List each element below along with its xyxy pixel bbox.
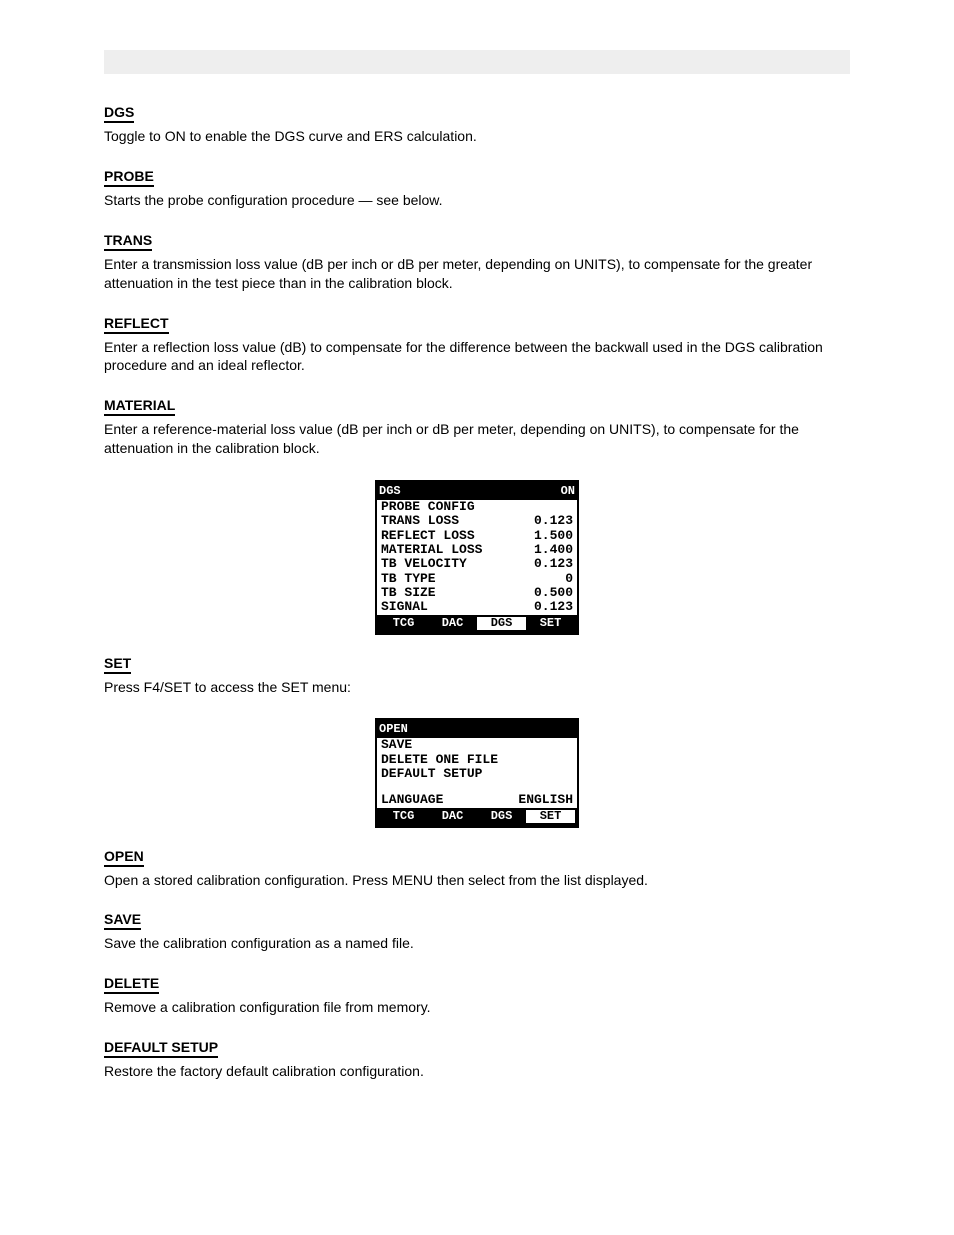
text-set: Press F4/SET to access the SET menu: (104, 678, 850, 697)
lcd1-row-value: 0.500 (534, 586, 573, 600)
section-delete: DELETE Remove a calibration configuratio… (104, 975, 850, 1017)
page: DGS Toggle to ON to enable the DGS curve… (0, 0, 954, 1163)
section-trans: TRANS Enter a transmission loss value (d… (104, 232, 850, 293)
lcd1-row-label: TB VELOCITY (381, 557, 467, 571)
lcd1-row-label: TB TYPE (381, 572, 436, 586)
lcd1-row-label: TRANS LOSS (381, 514, 459, 528)
lcd1-row-value: 0 (565, 572, 573, 586)
heading-material: MATERIAL (104, 397, 175, 416)
heading-set: SET (104, 655, 131, 674)
lcd2-language-label: LANGUAGE (381, 793, 443, 807)
lcd1-title-left: DGS (379, 485, 401, 498)
lcd2-row: SAVE (377, 738, 577, 752)
lcd2-tabbar: TCGDACDGSSET (377, 808, 577, 826)
lcd-panel-dgs: DGS ON PROBE CONFIGTRANS LOSS0.123REFLEC… (375, 480, 579, 634)
lcd2-language-value: ENGLISH (518, 793, 573, 807)
lcd2-language-row: LANGUAGE ENGLISH (377, 793, 577, 807)
lcd1-row: MATERIAL LOSS 1.400 (377, 543, 577, 557)
lcd2-row: DEFAULT SETUP (377, 767, 577, 781)
lcd1-row: TB VELOCITY 0.123 (377, 557, 577, 571)
text-open: Open a stored calibration configuration.… (104, 871, 850, 890)
text-delete: Remove a calibration configuration file … (104, 998, 850, 1017)
heading-delete: DELETE (104, 975, 159, 994)
lcd1-row-label: TB SIZE (381, 586, 436, 600)
heading-dgs: DGS (104, 104, 134, 123)
lcd1-row: TRANS LOSS 0.123 (377, 514, 577, 528)
lcd1-tab[interactable]: SET (526, 617, 575, 630)
lcd2-tab[interactable]: DGS (477, 810, 526, 823)
lcd1-row-value: 1.500 (534, 529, 573, 543)
section-set: SET Press F4/SET to access the SET menu: (104, 655, 850, 697)
heading-open: OPEN (104, 848, 144, 867)
lcd1-row-value: 0.123 (534, 600, 573, 614)
section-save: SAVE Save the calibration configuration … (104, 911, 850, 953)
section-material: MATERIAL Enter a reference-material loss… (104, 397, 850, 458)
lcd1-row-label: SIGNAL (381, 600, 428, 614)
lcd1-row-label: REFLECT LOSS (381, 529, 475, 543)
lcd1-title-right: ON (561, 485, 575, 498)
lcd1-tabbar: TCGDACDGSSET (377, 615, 577, 633)
lcd1-row-value: 0.123 (534, 557, 573, 571)
heading-trans: TRANS (104, 232, 152, 251)
text-reflect: Enter a reflection loss value (dB) to co… (104, 338, 850, 376)
lcd1-row-value: 0.123 (534, 514, 573, 528)
header-bar (104, 50, 850, 74)
lcd1-row-label: MATERIAL LOSS (381, 543, 482, 557)
section-dgs: DGS Toggle to ON to enable the DGS curve… (104, 104, 850, 146)
heading-reflect: REFLECT (104, 315, 169, 334)
lcd1-row-value: 1.400 (534, 543, 573, 557)
text-probe: Starts the probe configuration procedure… (104, 191, 850, 210)
lcd1-row-label: PROBE CONFIG (381, 500, 475, 514)
lcd2-tab[interactable]: DAC (428, 810, 477, 823)
lcd2-tab[interactable]: SET (526, 810, 575, 823)
lcd2-row-label: SAVE (381, 738, 412, 752)
heading-probe: PROBE (104, 168, 154, 187)
lcd1-row: REFLECT LOSS 1.500 (377, 529, 577, 543)
section-reflect: REFLECT Enter a reflection loss value (d… (104, 315, 850, 376)
text-material: Enter a reference-material loss value (d… (104, 420, 850, 458)
heading-default: DEFAULT SETUP (104, 1039, 218, 1058)
text-default: Restore the factory default calibration … (104, 1062, 850, 1081)
lcd1-row: TB SIZE 0.500 (377, 586, 577, 600)
lcd2-rows: SAVEDELETE ONE FILEDEFAULT SETUP (377, 738, 577, 781)
section-default: DEFAULT SETUP Restore the factory defaul… (104, 1039, 850, 1081)
section-open: OPEN Open a stored calibration configura… (104, 848, 850, 890)
lcd2-row-label: DELETE ONE FILE (381, 753, 498, 767)
text-trans: Enter a transmission loss value (dB per … (104, 255, 850, 293)
lcd2-title-left: OPEN (379, 723, 408, 736)
lcd1-row: TB TYPE 0 (377, 572, 577, 586)
lcd1-row: PROBE CONFIG (377, 500, 577, 514)
lcd2-tab[interactable]: TCG (379, 810, 428, 823)
lcd1-tab[interactable]: DAC (428, 617, 477, 630)
text-save: Save the calibration configuration as a … (104, 934, 850, 953)
section-probe: PROBE Starts the probe configuration pro… (104, 168, 850, 210)
lcd1-row: SIGNAL 0.123 (377, 600, 577, 614)
lcd2-row: DELETE ONE FILE (377, 753, 577, 767)
lcd1-title-bar: DGS ON (377, 482, 577, 500)
lcd2-row-label: DEFAULT SETUP (381, 767, 482, 781)
lcd1-tab[interactable]: DGS (477, 617, 526, 630)
lcd2-title-bar: OPEN (377, 720, 577, 738)
text-dgs: Toggle to ON to enable the DGS curve and… (104, 127, 850, 146)
lcd-panel-set: OPEN SAVEDELETE ONE FILEDEFAULT SETUP LA… (375, 718, 579, 827)
lcd1-tab[interactable]: TCG (379, 617, 428, 630)
lcd1-rows: PROBE CONFIGTRANS LOSS 0.123 REFLECT LOSS 1… (377, 500, 577, 614)
heading-save: SAVE (104, 911, 141, 930)
